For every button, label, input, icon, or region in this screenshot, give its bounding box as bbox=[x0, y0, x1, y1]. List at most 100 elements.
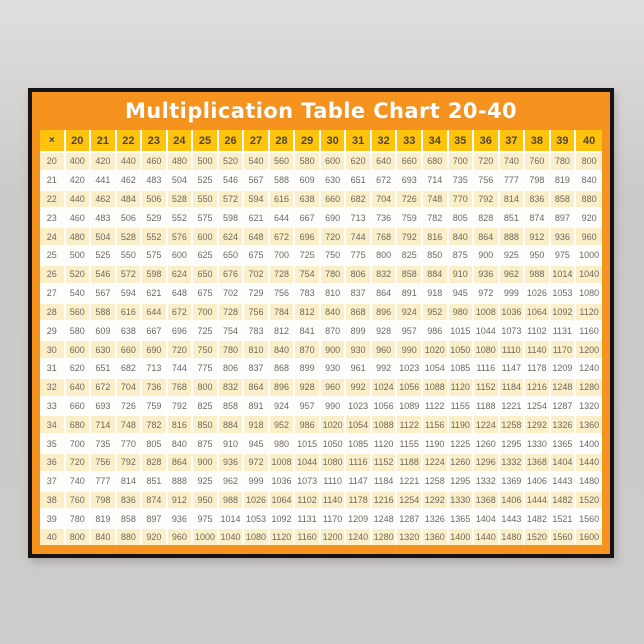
product-cell-27x33: 891 bbox=[397, 284, 423, 304]
product-cell-34x39: 1326 bbox=[550, 416, 577, 436]
product-cell-31x20: 620 bbox=[65, 359, 92, 379]
product-cell-24x26: 624 bbox=[218, 228, 245, 248]
table-row-30: 30 600 630 660 690 720 750 780 810 840 870 900 930 96… bbox=[40, 341, 602, 360]
product-cell-32x38: 1216 bbox=[525, 378, 551, 398]
product-cell-30x33: 990 bbox=[397, 341, 423, 360]
product-cell-24x21: 504 bbox=[91, 228, 117, 248]
table-row-20: 20 400 420 440 460 480 500 520 540 560 580 600 620 64… bbox=[40, 153, 602, 172]
product-cell-28x34: 952 bbox=[422, 303, 449, 323]
product-cell-39x28: 1092 bbox=[269, 510, 296, 530]
product-cell-25x26: 650 bbox=[218, 247, 245, 266]
product-cell-34x26: 884 bbox=[218, 416, 245, 436]
product-cell-24x38: 912 bbox=[525, 228, 551, 248]
product-cell-40x32: 1280 bbox=[371, 529, 398, 545]
product-cell-33x23: 759 bbox=[142, 397, 168, 417]
product-cell-24x31: 744 bbox=[346, 228, 372, 248]
product-cell-33x37: 1221 bbox=[499, 397, 526, 417]
product-cell-40x33: 1320 bbox=[397, 529, 423, 545]
product-cell-20x38: 760 bbox=[525, 153, 551, 172]
product-cell-36x25: 900 bbox=[193, 454, 219, 473]
row-header-37: 37 bbox=[40, 472, 66, 492]
product-cell-27x40: 1080 bbox=[576, 284, 602, 304]
product-cell-36x21: 756 bbox=[91, 454, 117, 473]
product-cell-22x34: 748 bbox=[422, 190, 449, 210]
product-cell-22x27: 594 bbox=[244, 190, 270, 210]
product-cell-38x21: 798 bbox=[91, 491, 117, 511]
product-cell-30x35: 1050 bbox=[448, 341, 475, 360]
product-cell-38x29: 1102 bbox=[295, 491, 321, 511]
product-cell-32x37: 1184 bbox=[499, 378, 526, 398]
product-cell-21x38: 798 bbox=[525, 171, 551, 191]
product-cell-37x25: 925 bbox=[193, 472, 219, 492]
product-cell-23x33: 759 bbox=[397, 209, 423, 229]
product-cell-30x27: 810 bbox=[244, 341, 270, 360]
product-cell-37x35: 1295 bbox=[448, 472, 475, 492]
product-cell-27x34: 918 bbox=[422, 284, 449, 304]
product-cell-27x24: 648 bbox=[167, 284, 194, 304]
poster-title: Multiplication Table Chart 20-40 bbox=[124, 99, 518, 123]
product-cell-21x20: 420 bbox=[65, 171, 92, 191]
product-cell-21x34: 714 bbox=[422, 171, 449, 191]
product-cell-39x20: 780 bbox=[65, 510, 92, 530]
product-cell-28x31: 868 bbox=[346, 303, 372, 323]
product-cell-29x28: 812 bbox=[269, 322, 296, 342]
product-cell-23x31: 713 bbox=[346, 209, 372, 229]
product-cell-20x20: 400 bbox=[65, 153, 92, 172]
product-cell-38x28: 1064 bbox=[269, 491, 296, 511]
product-cell-20x33: 660 bbox=[397, 153, 423, 172]
product-cell-24x22: 528 bbox=[116, 228, 143, 248]
product-cell-28x26: 728 bbox=[218, 303, 245, 323]
product-cell-24x29: 696 bbox=[295, 228, 321, 248]
table-row-34: 34 680 714 748 782 816 850 884 918 952 986 1020 1054… bbox=[40, 416, 602, 436]
row-header-39: 39 bbox=[40, 510, 66, 530]
product-cell-23x37: 851 bbox=[499, 209, 526, 229]
product-cell-32x20: 640 bbox=[65, 378, 92, 398]
table-row-25: 25 500 525 550 575 600 625 650 675 700 725 750 775 80… bbox=[40, 247, 602, 266]
product-cell-26x36: 936 bbox=[474, 265, 500, 285]
product-cell-35x27: 945 bbox=[244, 435, 270, 454]
product-cell-35x30: 1050 bbox=[320, 435, 347, 454]
product-cell-40x34: 1360 bbox=[422, 529, 449, 545]
product-cell-27x28: 756 bbox=[269, 284, 296, 304]
row-header-21: 21 bbox=[40, 171, 66, 191]
product-cell-24x34: 816 bbox=[422, 228, 449, 248]
product-cell-21x36: 756 bbox=[474, 171, 500, 191]
row-header-33: 33 bbox=[40, 397, 66, 417]
product-cell-33x26: 858 bbox=[218, 397, 245, 417]
product-cell-20x34: 680 bbox=[422, 153, 449, 172]
product-cell-25x37: 925 bbox=[499, 247, 526, 266]
product-cell-29x25: 725 bbox=[193, 322, 219, 342]
product-cell-23x21: 483 bbox=[91, 209, 117, 229]
product-cell-33x27: 891 bbox=[244, 397, 270, 417]
product-cell-26x32: 832 bbox=[371, 265, 398, 285]
product-cell-35x25: 875 bbox=[193, 435, 219, 454]
row-header-40: 40 bbox=[40, 529, 66, 545]
product-cell-39x34: 1326 bbox=[422, 510, 449, 530]
product-cell-27x29: 783 bbox=[295, 284, 321, 304]
col-header-37: 37 bbox=[499, 130, 526, 153]
product-cell-23x40: 920 bbox=[576, 209, 602, 229]
product-cell-25x27: 675 bbox=[244, 247, 270, 266]
product-cell-33x28: 924 bbox=[269, 397, 296, 417]
product-cell-28x38: 1064 bbox=[525, 303, 551, 323]
col-header-21: 21 bbox=[91, 130, 117, 153]
product-cell-34x21: 714 bbox=[91, 416, 117, 436]
table-row-26: 26 520 546 572 598 624 650 676 702 728 754 780 806 83… bbox=[40, 265, 602, 285]
product-cell-34x32: 1088 bbox=[371, 416, 398, 436]
product-cell-26x37: 962 bbox=[499, 265, 526, 285]
product-cell-20x27: 540 bbox=[244, 153, 270, 172]
product-cell-22x38: 836 bbox=[525, 190, 551, 210]
product-cell-25x21: 525 bbox=[91, 247, 117, 266]
product-cell-40x26: 1040 bbox=[218, 529, 245, 545]
product-cell-26x22: 572 bbox=[116, 265, 143, 285]
multiplication-table: × 20 21 22 23 24 25 26 27 28 29 30 31 32 33 34 35 36 37 38 3… bbox=[40, 130, 602, 545]
product-cell-36x40: 1440 bbox=[576, 454, 602, 473]
product-cell-38x36: 1368 bbox=[474, 491, 500, 511]
product-cell-25x25: 625 bbox=[193, 247, 219, 266]
product-cell-27x20: 540 bbox=[65, 284, 92, 304]
product-cell-38x24: 912 bbox=[167, 491, 194, 511]
product-cell-37x36: 1332 bbox=[474, 472, 500, 492]
product-cell-22x23: 506 bbox=[142, 190, 168, 210]
product-cell-25x40: 1000 bbox=[576, 247, 602, 266]
product-cell-25x29: 725 bbox=[295, 247, 321, 266]
